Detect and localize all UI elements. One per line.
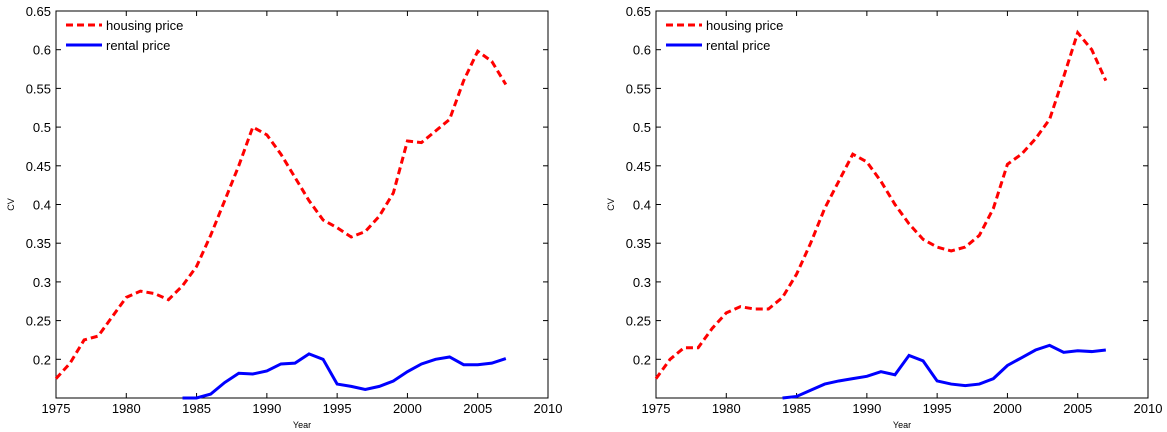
y-tick-label: 0.65 (626, 4, 651, 19)
y-tick-label: 0.2 (633, 352, 651, 367)
y-tick-label: 0.25 (626, 314, 651, 329)
y-axis-label: CV (606, 198, 616, 211)
data-line (182, 352, 507, 400)
y-tick-label: 0.5 (33, 120, 51, 135)
x-tick-label: 1995 (923, 401, 952, 416)
x-tick-label: 1990 (252, 401, 281, 416)
y-tick-label: 0.4 (633, 198, 651, 213)
y-tick-label: 0.35 (26, 236, 51, 251)
y-tick-label: 0.45 (26, 159, 51, 174)
x-tick-label: 2010 (534, 401, 563, 416)
y-tick-label: 0.3 (33, 275, 51, 290)
x-tick-label: 1975 (642, 401, 671, 416)
x-tick-label: 1980 (712, 401, 741, 416)
y-tick-label: 0.65 (26, 4, 51, 19)
x-tick-label: 1975 (42, 401, 71, 416)
legend-label: housing price (106, 18, 183, 33)
x-tick-label: 1990 (852, 401, 881, 416)
x-tick-label: 2000 (993, 401, 1022, 416)
y-tick-label: 0.5 (633, 120, 651, 135)
x-axis-label: Year (293, 420, 311, 430)
y-tick-label: 0.4 (33, 198, 51, 213)
y-tick-label: 0.55 (26, 81, 51, 96)
x-tick-label: 1985 (782, 401, 811, 416)
legend-label: housing price (706, 18, 783, 33)
x-tick-label: 1995 (323, 401, 352, 416)
y-tick-label: 0.35 (626, 236, 651, 251)
y-tick-label: 0.3 (633, 275, 651, 290)
x-tick-label: 2005 (463, 401, 492, 416)
legend-label: rental price (706, 38, 770, 53)
x-axis-label: Year (893, 420, 911, 430)
x-tick-label: 2000 (393, 401, 422, 416)
x-tick-label: 2005 (1063, 401, 1092, 416)
x-tick-label: 1985 (182, 401, 211, 416)
y-tick-label: 0.6 (33, 43, 51, 58)
data-line (54, 48, 508, 380)
data-line (654, 29, 1108, 380)
plot-frame (655, 10, 1149, 399)
x-tick-label: 1980 (112, 401, 141, 416)
y-tick-label: 0.2 (33, 352, 51, 367)
data-line (782, 343, 1106, 400)
x-tick-label: 2010 (1134, 401, 1163, 416)
legend-label: rental price (106, 38, 170, 53)
y-axis-label: CV (6, 198, 16, 211)
y-tick-label: 0.25 (26, 314, 51, 329)
y-tick-label: 0.45 (626, 159, 651, 174)
y-tick-label: 0.6 (633, 43, 651, 58)
y-tick-label: 0.55 (626, 81, 651, 96)
plot-frame (55, 10, 549, 399)
